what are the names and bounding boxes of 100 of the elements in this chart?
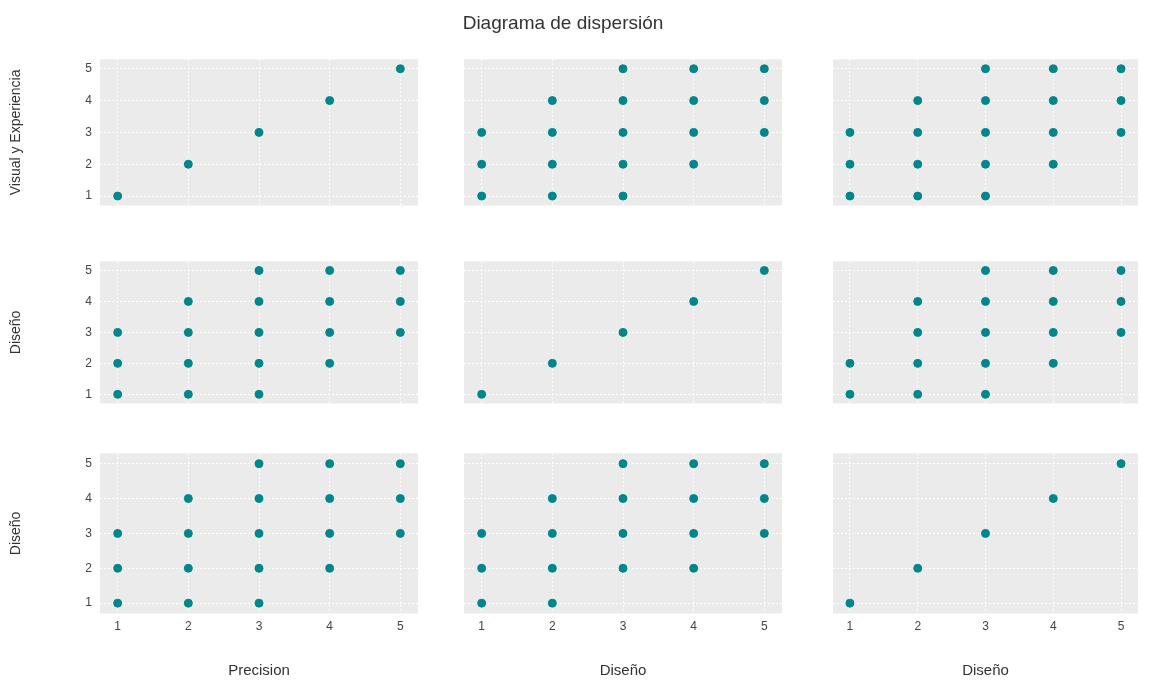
point xyxy=(254,563,264,573)
y-tick-label: 3 xyxy=(85,124,93,139)
point xyxy=(254,459,264,469)
point xyxy=(845,358,855,368)
point xyxy=(183,563,193,573)
y-tick-label: 1 xyxy=(85,595,93,610)
point xyxy=(759,64,769,74)
x-axis-title: Diseño xyxy=(599,661,647,679)
point xyxy=(981,127,990,137)
point xyxy=(395,459,405,469)
point xyxy=(913,159,923,169)
point xyxy=(254,389,264,399)
point xyxy=(689,459,699,469)
point xyxy=(547,159,557,169)
point xyxy=(547,494,557,504)
point xyxy=(395,296,405,306)
point xyxy=(477,127,487,137)
point xyxy=(689,159,699,169)
point xyxy=(689,494,699,504)
point xyxy=(618,127,628,137)
point xyxy=(981,96,990,106)
x-tick-label: 1 xyxy=(114,619,122,634)
point xyxy=(913,296,923,306)
point xyxy=(1048,64,1058,74)
x-tick-label: 1 xyxy=(478,619,486,634)
point xyxy=(845,598,855,608)
point xyxy=(325,265,335,275)
y-tick-label: 5 xyxy=(85,262,93,277)
point xyxy=(618,528,628,538)
point xyxy=(618,459,628,469)
point xyxy=(913,127,923,137)
point xyxy=(113,389,123,399)
point xyxy=(981,191,990,201)
point xyxy=(183,528,193,538)
x-tick-label: 2 xyxy=(548,619,556,634)
point xyxy=(618,494,628,504)
y-tick-label: 5 xyxy=(85,61,93,76)
point xyxy=(113,598,123,608)
point xyxy=(618,159,628,169)
x-tick-label: 3 xyxy=(255,619,263,634)
point xyxy=(254,598,264,608)
point xyxy=(759,494,769,504)
point xyxy=(845,127,855,137)
point xyxy=(981,327,990,337)
x-axis-title: Precision xyxy=(228,661,290,679)
point xyxy=(689,127,699,137)
point xyxy=(981,64,990,74)
y-axis-title: Diseño xyxy=(7,310,24,355)
point xyxy=(395,265,405,275)
point xyxy=(477,598,487,608)
x-tick-label: 4 xyxy=(690,619,698,634)
point xyxy=(547,96,557,106)
point xyxy=(981,528,990,538)
y-tick-label: 4 xyxy=(85,92,93,107)
point xyxy=(254,494,264,504)
point xyxy=(1048,494,1058,504)
point xyxy=(1116,96,1126,106)
point xyxy=(981,389,990,399)
point xyxy=(113,191,123,201)
y-tick-label: 5 xyxy=(85,455,93,470)
point xyxy=(254,296,264,306)
point xyxy=(183,598,193,608)
x-tick-label: 5 xyxy=(1117,619,1125,634)
y-tick-label: 4 xyxy=(85,293,93,308)
point xyxy=(1116,296,1126,306)
point xyxy=(1048,127,1058,137)
x-tick-label: 5 xyxy=(396,619,404,634)
x-tick-label: 3 xyxy=(619,619,627,634)
point xyxy=(759,127,769,137)
y-tick-label: 1 xyxy=(85,188,93,203)
point xyxy=(1048,358,1058,368)
point xyxy=(618,327,628,337)
x-axis-title: Diseño xyxy=(962,661,1009,679)
point xyxy=(1048,265,1058,275)
point xyxy=(254,358,264,368)
point xyxy=(845,389,855,399)
point xyxy=(183,296,193,306)
point xyxy=(477,528,487,538)
point xyxy=(325,96,335,106)
point xyxy=(183,494,193,504)
point xyxy=(689,64,699,74)
y-tick-label: 4 xyxy=(85,490,93,505)
point xyxy=(113,358,123,368)
y-axis-title: Visual y Experiencia xyxy=(7,69,24,196)
point xyxy=(325,494,335,504)
point xyxy=(981,265,990,275)
point xyxy=(689,296,699,306)
point xyxy=(183,327,193,337)
point xyxy=(845,159,855,169)
point xyxy=(1116,459,1126,469)
y-tick-label: 3 xyxy=(85,525,93,540)
point xyxy=(477,389,487,399)
point xyxy=(395,64,405,74)
point xyxy=(547,563,557,573)
point xyxy=(477,159,487,169)
x-tick-label: 5 xyxy=(760,619,768,634)
point xyxy=(1116,265,1126,275)
point xyxy=(913,358,923,368)
point xyxy=(913,96,923,106)
y-tick-label: 2 xyxy=(85,355,93,370)
